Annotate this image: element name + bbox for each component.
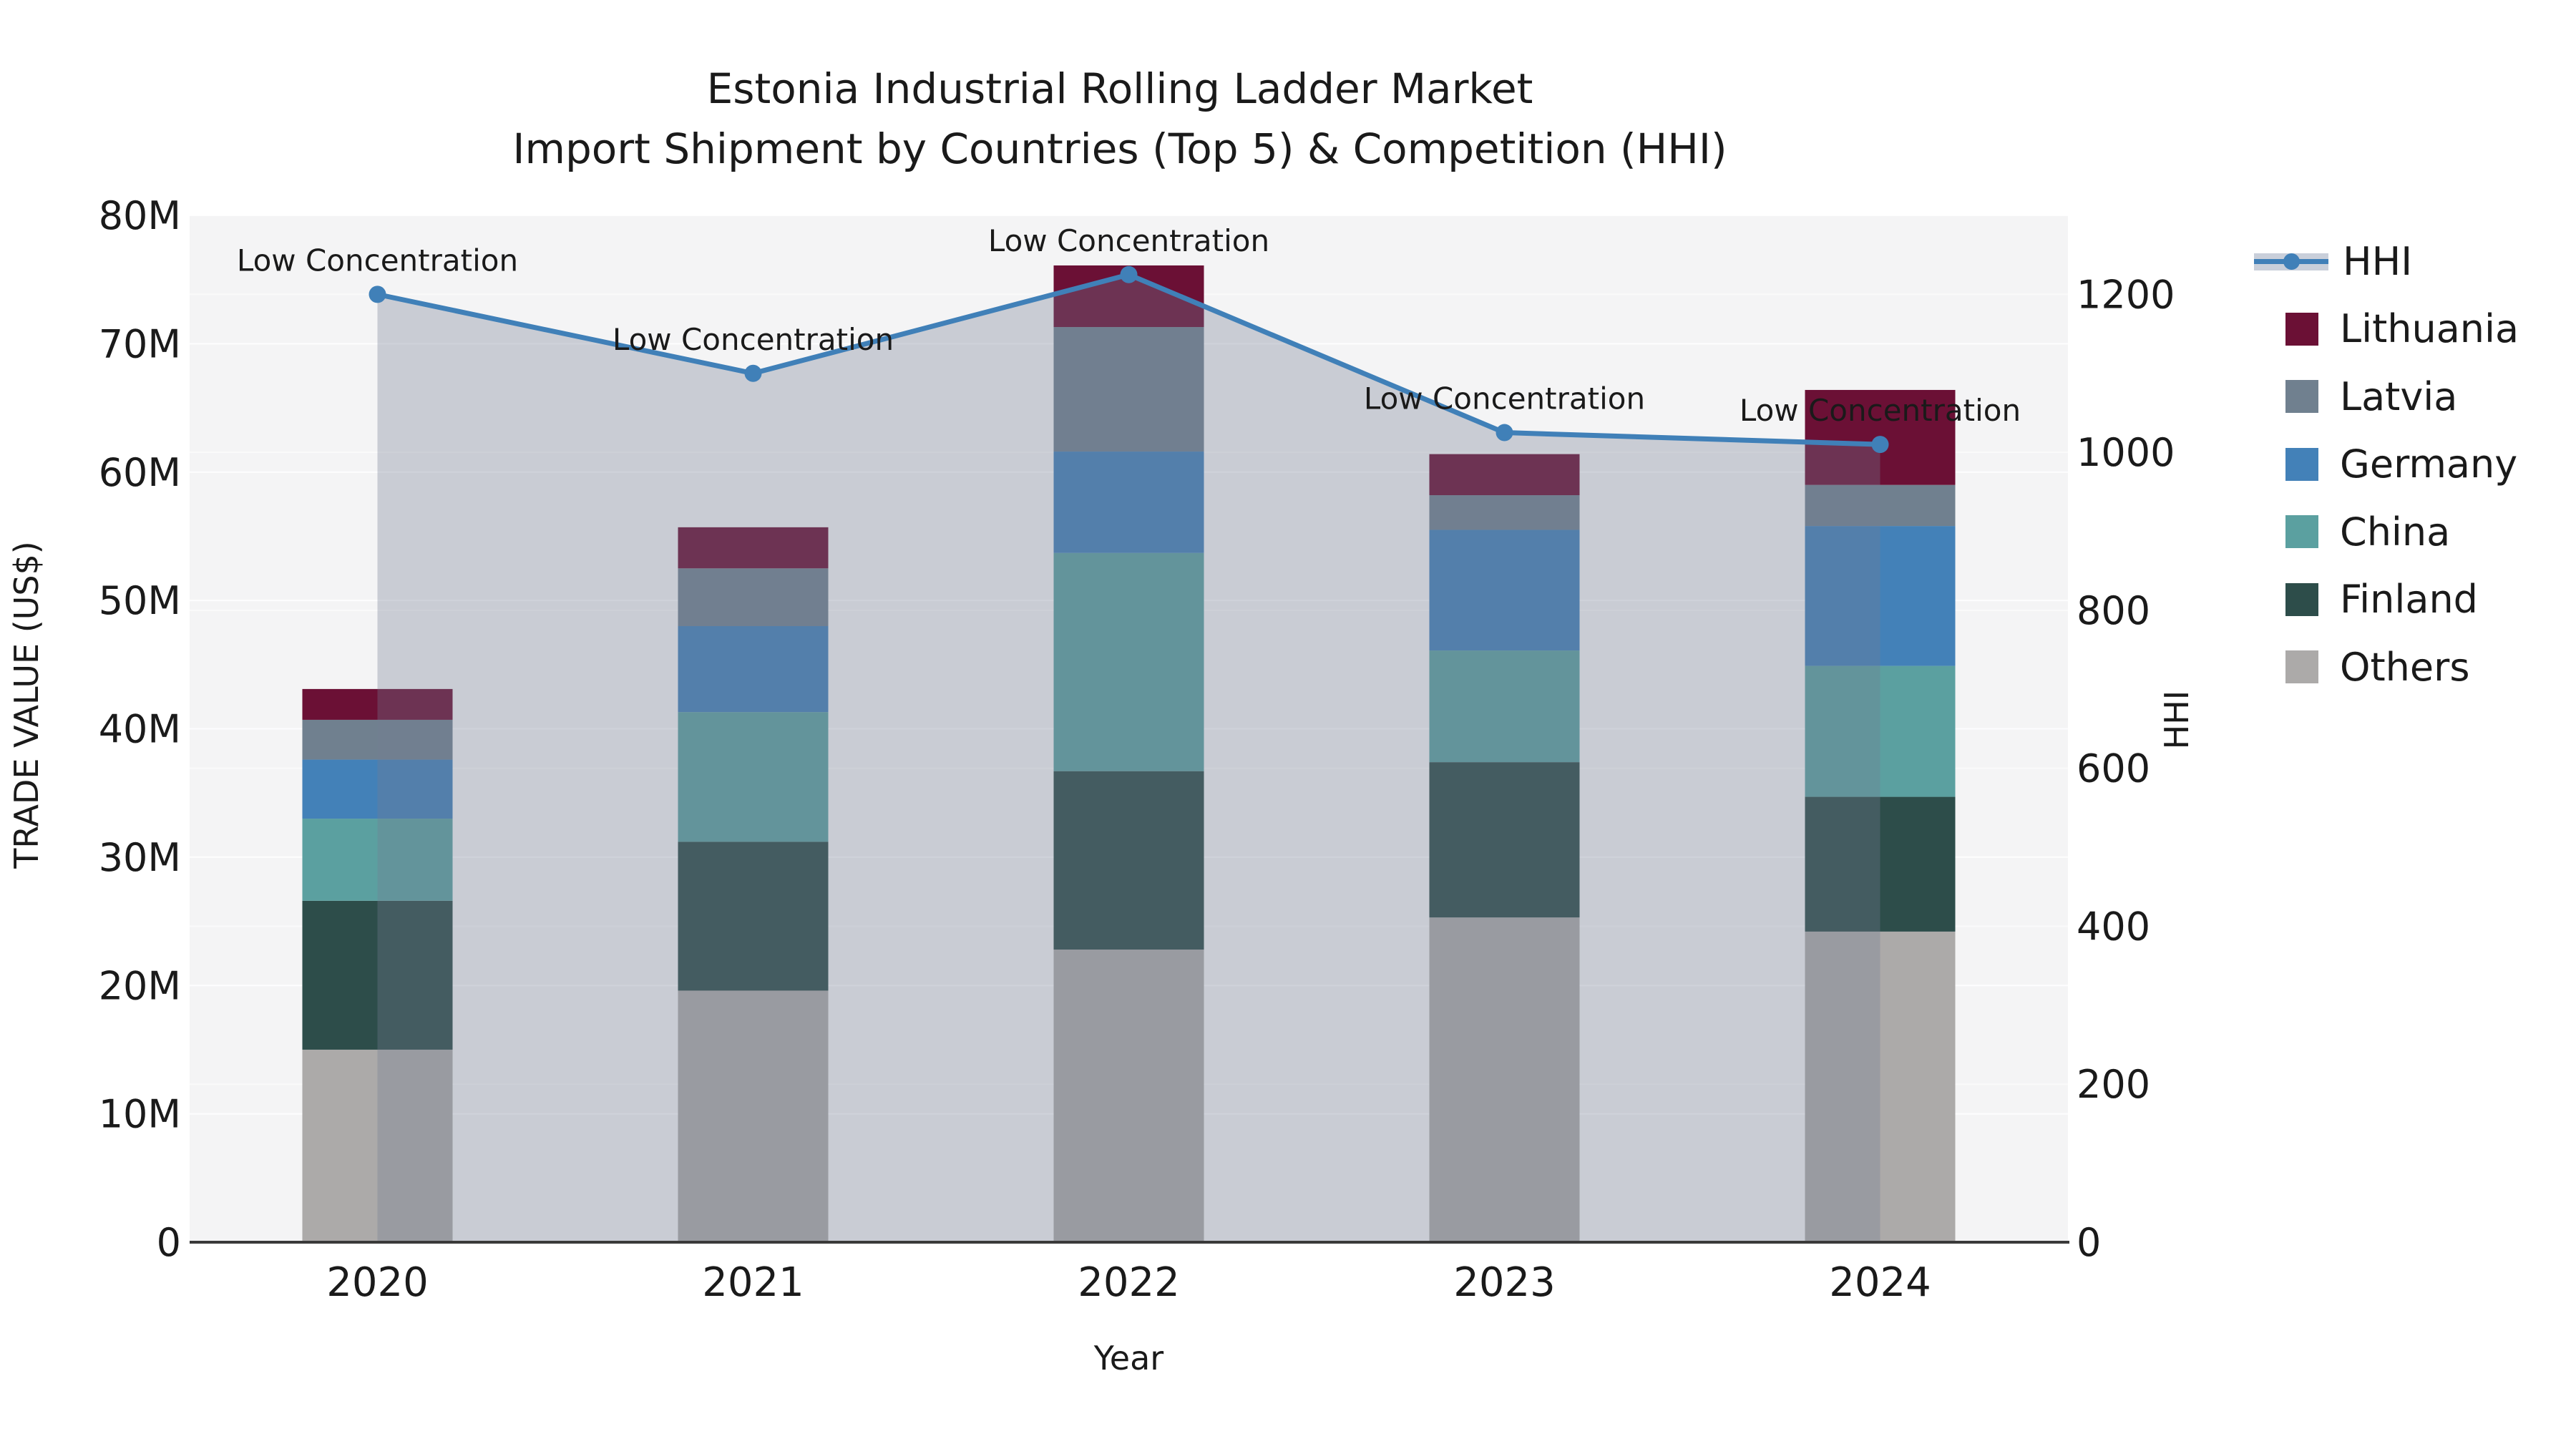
left-tick-label: 50M [99,578,181,623]
bar-others-2020 [302,1049,453,1242]
right-axis-title: HHI [2157,690,2196,750]
right-tick-label: 800 [2077,588,2150,633]
legend-swatch [2285,650,2318,683]
legend-swatch [2285,312,2318,346]
right-tick-label: 1200 [2077,272,2175,317]
x-axis-title: Year [1093,1339,1163,1377]
legend-item-finland: Finland [2254,575,2478,625]
legend-item-hhi: HHI [2254,236,2412,286]
bar-germany-2021 [678,626,829,713]
bar-finland-2024 [1805,796,1956,932]
left-tick-label: 60M [99,450,181,495]
right-tick-label: 1000 [2077,430,2175,475]
left-tick-label: 40M [99,707,181,752]
bar-china-2022 [1053,552,1204,771]
bar-finland-2022 [1053,771,1204,950]
bar-germany-2022 [1053,452,1204,553]
legend-item-latvia: Latvia [2254,371,2457,421]
right-tick-label: 200 [2077,1062,2150,1107]
bar-finland-2021 [678,841,829,991]
legend-label: Lithuania [2340,306,2519,351]
legend-label: Germany [2340,441,2518,487]
legend-swatch [2285,380,2318,413]
bar-others-2024 [1805,931,1956,1242]
bar-others-2023 [1429,917,1580,1242]
legend-label: China [2340,509,2451,555]
legend-label: Latvia [2340,374,2458,419]
bar-latvia-2022 [1053,327,1204,452]
bar-lithuania-2023 [1429,454,1580,496]
legend-label: Others [2340,644,2470,690]
hhi-marker-2020 [369,286,386,303]
x-tick-label-2021: 2021 [702,1259,804,1306]
left-tick-label: 70M [99,321,181,366]
annotation-2024: Low Concentration [1740,393,2021,428]
bar-china-2020 [302,819,453,901]
hhi-marker-2022 [1120,265,1138,283]
chart-title-line1: Estonia Industrial Rolling Ladder Market [706,64,1533,113]
chart-title: Estonia Industrial Rolling Ladder Market… [0,59,2240,179]
legend-label: HHI [2343,238,2413,284]
bar-latvia-2024 [1805,484,1956,527]
annotation-2021: Low Concentration [613,322,894,357]
legend-item-germany: Germany [2254,439,2517,489]
hhi-marker-2024 [1871,436,1889,454]
bar-lithuania-2020 [302,688,453,720]
hhi-area-fill [377,274,1880,1242]
bar-germany-2020 [302,759,453,819]
legend-label: Finland [2340,577,2478,622]
left-axis-title: TRADE VALUE (US$) [7,541,46,869]
right-tick-label: 600 [2077,746,2150,791]
bar-china-2021 [678,712,829,842]
bar-latvia-2023 [1429,495,1580,530]
bar-others-2021 [678,990,829,1242]
x-tick-label-2020: 2020 [326,1259,429,1306]
left-tick-label: 80M [99,193,181,238]
right-tick-label: 0 [2077,1220,2101,1265]
left-tick-label: 0 [157,1220,181,1265]
hhi-marker-2021 [744,364,762,382]
legend-item-others: Others [2254,642,2469,692]
legend-item-lithuania: Lithuania [2254,304,2519,354]
legend-swatch [2285,447,2318,481]
bar-china-2023 [1429,650,1580,763]
left-tick-label: 30M [99,835,181,880]
hhi-marker-2023 [1496,424,1513,441]
bar-germany-2024 [1805,526,1956,666]
legend-swatch [2285,582,2318,616]
annotation-2022: Low Concentration [988,223,1269,258]
x-tick-label-2022: 2022 [1078,1259,1180,1306]
bar-china-2024 [1805,665,1956,797]
bar-germany-2023 [1429,530,1580,651]
right-tick-label: 400 [2077,904,2150,949]
legend-item-china: China [2254,507,2450,557]
bar-finland-2023 [1429,762,1580,918]
bar-others-2022 [1053,950,1204,1242]
bar-latvia-2021 [678,568,829,626]
bar-lithuania-2021 [678,527,829,569]
left-tick-label: 10M [99,1092,181,1137]
annotation-2023: Low Concentration [1364,381,1645,416]
left-tick-label: 20M [99,963,181,1008]
bar-finland-2020 [302,900,453,1050]
x-tick-label-2024: 2024 [1829,1259,1931,1306]
annotation-2020: Low Concentration [237,243,518,278]
x-tick-label-2023: 2023 [1453,1259,1556,1306]
bar-latvia-2020 [302,719,453,760]
legend-swatch [2285,515,2318,548]
legend-line-swatch [2254,245,2328,278]
chart-title-line2: Import Shipment by Countries (Top 5) & C… [512,125,1727,174]
